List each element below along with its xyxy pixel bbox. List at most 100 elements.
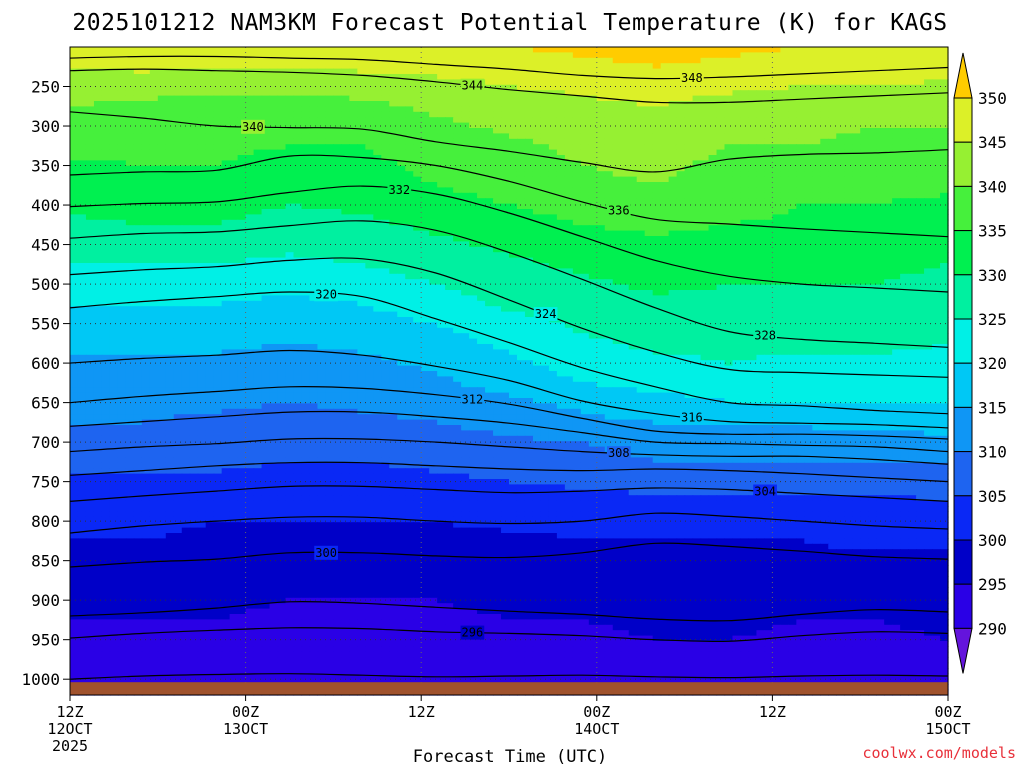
field-cell [860, 90, 869, 97]
field-cell [532, 176, 542, 183]
field-cell [445, 101, 454, 107]
field-cell [333, 209, 342, 215]
field-cell [828, 117, 837, 124]
field-cell [908, 203, 917, 210]
field-cell [357, 101, 366, 107]
field-cell [349, 182, 358, 188]
field-cell [477, 198, 486, 205]
field-cell [229, 225, 239, 232]
field-cell [93, 111, 103, 118]
field-cell [357, 57, 366, 64]
field-cell [181, 214, 191, 221]
field-cell [804, 214, 813, 221]
field-cell [924, 52, 933, 59]
field-cell [748, 171, 758, 178]
field-cell [101, 182, 111, 188]
field-cell [668, 230, 678, 237]
field-cell [564, 90, 574, 97]
field-cell [868, 198, 877, 205]
field-cell [676, 171, 686, 178]
field-cell [461, 95, 470, 102]
field-cell [237, 52, 247, 59]
field-cell [317, 101, 327, 107]
field-cell [692, 149, 702, 156]
field-cell [349, 111, 358, 118]
field-cell [668, 90, 678, 97]
field-cell [101, 68, 111, 75]
field-cell [341, 225, 350, 232]
field-cell [668, 192, 678, 199]
field-cell [732, 122, 742, 129]
field-cell [301, 230, 311, 237]
field-cell [708, 225, 718, 232]
field-cell [237, 263, 247, 269]
field-cell [724, 101, 734, 107]
field-cell [564, 279, 574, 286]
field-cell [716, 106, 726, 113]
field-cell [181, 290, 191, 296]
field-cell [884, 252, 893, 259]
field-cell [245, 236, 255, 242]
field-cell [77, 246, 87, 253]
field-cell [405, 246, 414, 253]
field-cell [157, 106, 167, 113]
field-cell [109, 144, 119, 151]
field-cell [892, 74, 901, 80]
field-cell [820, 117, 829, 124]
field-cell [70, 187, 79, 194]
field-cell [221, 219, 231, 226]
field-cell [692, 209, 702, 215]
field-cell [532, 144, 542, 151]
field-cell [77, 165, 87, 172]
field-cell [453, 241, 462, 248]
field-cell [820, 246, 829, 253]
field-cell [548, 95, 558, 102]
field-cell [317, 176, 327, 183]
field-cell [636, 133, 646, 140]
field-cell [165, 155, 175, 161]
field-cell [716, 273, 726, 280]
field-cell [125, 117, 135, 124]
field-cell [157, 90, 167, 97]
field-cell [437, 133, 446, 140]
field-cell [133, 268, 143, 275]
field-cell [237, 203, 247, 210]
field-cell [652, 84, 662, 91]
field-cell [189, 52, 199, 59]
field-cell [205, 68, 215, 75]
field-cell [317, 182, 327, 188]
field-cell [181, 128, 191, 134]
field-cell [772, 155, 781, 161]
field-cell [796, 198, 805, 205]
field-cell [868, 236, 877, 242]
field-cell [540, 171, 550, 178]
field-cell [860, 117, 869, 124]
field-cell [916, 106, 925, 113]
field-cell [804, 74, 813, 80]
field-cell [532, 133, 542, 140]
field-cell [437, 68, 446, 75]
field-cell [149, 225, 159, 232]
field-cell [293, 111, 303, 118]
field-cell [652, 133, 662, 140]
field-cell [516, 257, 526, 264]
field-cell [181, 257, 191, 264]
field-cell [516, 273, 526, 280]
field-cell [181, 176, 191, 183]
field-cell [461, 57, 470, 64]
field-cell [644, 219, 654, 226]
field-cell [429, 117, 438, 124]
field-cell [828, 273, 837, 280]
field-cell [756, 246, 766, 253]
field-cell [93, 176, 103, 183]
field-cell [684, 117, 694, 124]
field-cell [269, 182, 279, 188]
field-cell [684, 198, 694, 205]
field-cell [277, 128, 287, 134]
field-cell [684, 236, 694, 242]
field-cell [668, 138, 678, 145]
field-cell [636, 149, 646, 156]
field-cell [668, 111, 678, 118]
field-cell [109, 279, 119, 286]
field-cell [197, 95, 207, 102]
